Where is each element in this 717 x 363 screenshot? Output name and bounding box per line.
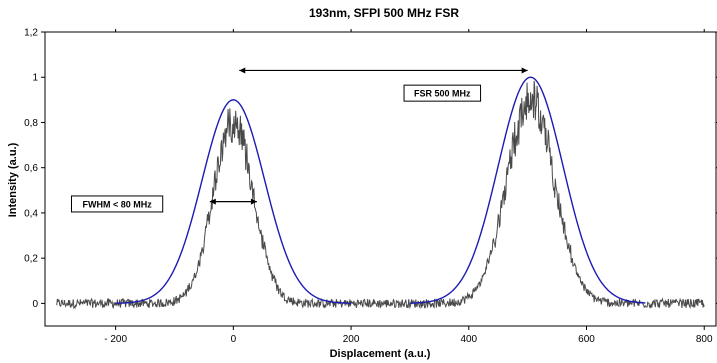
annotation-2: FWHM < 80 MHz	[70, 195, 257, 213]
x-tick-label: 800	[696, 334, 713, 345]
arrowhead-left	[239, 67, 246, 74]
annotation-box	[403, 84, 482, 102]
annotation-1: FSR 500 MHz	[239, 67, 528, 102]
arrowhead-right	[250, 198, 257, 205]
arrowhead-right	[521, 67, 528, 74]
y-tick-label: 0,4	[24, 208, 38, 219]
fit-series	[115, 76, 646, 304]
annotation-box	[70, 195, 164, 213]
annotation-label: FWHM < 80 MHz	[82, 199, 152, 209]
annotation-label: FSR 500 MHz	[414, 89, 471, 99]
annotations: FSR 500 MHz FWHM < 80 MHz	[70, 67, 528, 213]
plot-frame	[44, 31, 717, 327]
arrowhead-left	[209, 198, 216, 205]
x-tick-label: 400	[460, 334, 477, 345]
fit-curve-2	[409, 76, 646, 304]
chart-title: 193nm, SFPI 500 MHz FSR	[309, 6, 459, 20]
measured-series	[56, 80, 705, 310]
fit-curve-1	[115, 99, 352, 304]
x-tick-label: 600	[578, 334, 595, 345]
measured-trace	[56, 80, 705, 310]
y-axis-title: Intensity (a.u.)	[7, 142, 19, 217]
y-tick-label: 0,2	[24, 254, 38, 265]
y-tick-label: 0,8	[24, 118, 38, 129]
y-tick-label: 1,2	[24, 28, 38, 39]
x-tick-label: 200	[343, 334, 360, 345]
plot-area: - 200 0 200 400 600 800 0 0,2 0,4 0,6 0,8 1 1,2 FSR…	[24, 28, 717, 345]
y-tick-label: 0	[32, 299, 38, 310]
x-axis-title: Displacement (a.u.)	[330, 348, 431, 360]
x-tick-label: - 200	[104, 334, 127, 345]
x-axis: - 200 0 200 400 600 800	[104, 29, 713, 345]
y-tick-label: 1	[32, 73, 38, 84]
y-tick-label: 0,6	[24, 163, 38, 174]
x-tick-label: 0	[231, 334, 237, 345]
